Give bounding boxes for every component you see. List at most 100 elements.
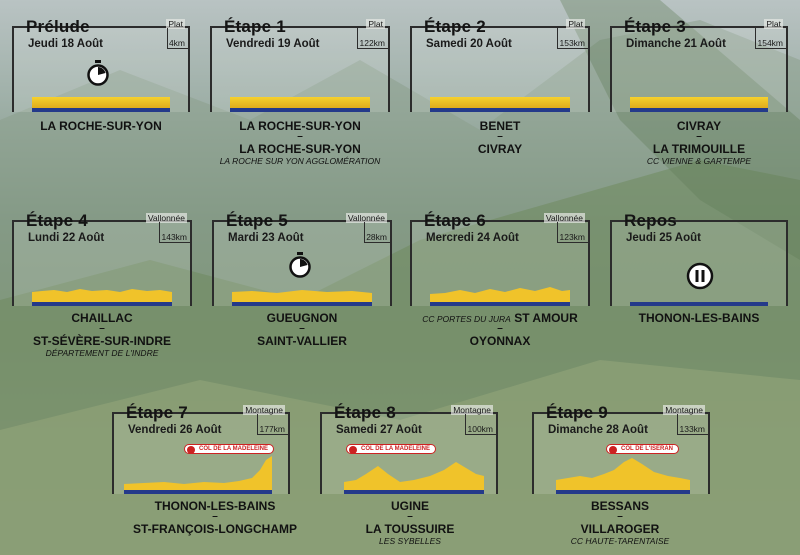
stage-card-repos: Repos Jeudi 25 Août bbox=[610, 211, 788, 306]
stage-date: Vendredi 19 Août bbox=[226, 38, 320, 50]
stage-cities: CIVRAY – LA TRIMOUILLE CC VIENNE & GARTE… bbox=[610, 120, 788, 165]
city-finish: LA TRIMOUILLE bbox=[652, 141, 746, 156]
stage-cities: THONON-LES-BAINS – ST-FRANÇOIS-LONGCHAMP bbox=[100, 500, 330, 535]
stage-profile bbox=[124, 456, 272, 494]
city-start: LA ROCHE-SUR-YON bbox=[239, 119, 361, 133]
city-start: CC PORTES DU JURA ST AMOUR bbox=[400, 312, 600, 324]
stage-profile bbox=[32, 289, 172, 306]
city-start: CIVRAY bbox=[676, 119, 722, 133]
stage-card-6: Étape 6 Mercredi 24 Août Vallonnée 123km bbox=[410, 211, 590, 306]
stage-cities: LA ROCHE-SUR-YON bbox=[12, 120, 190, 132]
stage-card-3: Étape 3 Dimanche 21 Août Plat 154km bbox=[610, 17, 788, 112]
mountain-pass-label: COL DE L'ISERAN bbox=[606, 444, 679, 454]
stage-date: Samedi 27 Août bbox=[336, 424, 422, 436]
stage-cities: THONON-LES-BAINS bbox=[610, 312, 788, 324]
city-start: THONON-LES-BAINS bbox=[638, 311, 760, 325]
stopwatch-icon bbox=[289, 252, 311, 278]
stage-date: Jeudi 25 Août bbox=[626, 232, 701, 244]
stage-name: Étape 3 bbox=[624, 17, 686, 36]
stage-distance: 177km bbox=[257, 414, 288, 435]
city-subtitle: LES SYBELLES bbox=[379, 535, 441, 546]
stage-name: Étape 2 bbox=[424, 17, 486, 36]
stage-date: Mardi 23 Août bbox=[228, 232, 304, 244]
stage-card-2: Étape 2 Samedi 20 Août Plat 153km bbox=[410, 17, 590, 112]
stage-profile bbox=[630, 94, 768, 112]
stage-distance: 133km bbox=[677, 414, 708, 435]
stage-profile bbox=[430, 287, 570, 306]
stage-name: Prélude bbox=[26, 17, 90, 36]
stage-card-4: Étape 4 Lundi 22 Août Vallonnée 143km bbox=[12, 211, 192, 306]
city-finish: LA ROCHE-SUR-YON bbox=[239, 141, 361, 156]
stage-distance: 153km bbox=[557, 28, 588, 49]
stage-profile bbox=[344, 462, 484, 494]
stage-type: Montagne bbox=[243, 405, 285, 415]
stage-type: Montagne bbox=[451, 405, 493, 415]
city-start: THONON-LES-BAINS bbox=[154, 499, 276, 513]
stage-distance: 4km bbox=[166, 28, 189, 49]
stage-distance: 122km bbox=[357, 28, 388, 49]
city-subtitle: LA ROCHE SUR YON AGGLOMÉRATION bbox=[219, 155, 381, 166]
city-start: CHAILLAC bbox=[71, 311, 133, 325]
stage-cities: BESSANS – VILLAROGER CC HAUTE-TARENTAISE bbox=[520, 500, 720, 545]
stage-name: Étape 1 bbox=[224, 17, 286, 36]
stage-card-1: Étape 1 Vendredi 19 Août Plat 122km bbox=[210, 17, 390, 112]
stage-profile bbox=[232, 290, 372, 306]
stage-type: Plat bbox=[566, 19, 585, 29]
city-start: LA ROCHE-SUR-YON bbox=[40, 119, 162, 133]
stage-cities: CC PORTES DU JURA ST AMOUR – OYONNAX bbox=[400, 312, 600, 347]
city-start: UGINE bbox=[390, 499, 429, 513]
stage-type: Montagne bbox=[663, 405, 705, 415]
stage-card-9: Étape 9 Dimanche 28 Août Montagne 133km … bbox=[532, 403, 710, 494]
stage-date: Samedi 20 Août bbox=[426, 38, 512, 50]
stage-profile bbox=[230, 94, 370, 112]
stage-date: Lundi 22 Août bbox=[28, 232, 105, 244]
stage-cities: UGINE – LA TOUSSUIRE LES SYBELLES bbox=[305, 500, 515, 545]
stopwatch-icon bbox=[87, 60, 109, 86]
stage-name: Étape 7 bbox=[126, 403, 188, 422]
stage-profile bbox=[430, 94, 570, 112]
stage-distance: 123km bbox=[557, 222, 588, 243]
mountain-pass-label: COL DE LA MADELEINE bbox=[346, 444, 437, 454]
city-subtitle: CC HAUTE-TARENTAISE bbox=[570, 535, 670, 546]
stage-cities: BENET – CIVRAY bbox=[410, 120, 590, 155]
stage-card-8: Étape 8 Samedi 27 Août Montagne 100km CO… bbox=[320, 403, 498, 494]
stage-date: Jeudi 18 Août bbox=[28, 38, 103, 50]
stage-cities: GUEUGNON – SAINT-VALLIER bbox=[212, 312, 392, 347]
stage-type: Plat bbox=[166, 19, 185, 29]
stage-type: Vallonnée bbox=[145, 213, 187, 223]
city-start-name: ST AMOUR bbox=[514, 311, 578, 325]
stage-distance: 28km bbox=[364, 222, 390, 243]
city-finish: OYONNAX bbox=[469, 333, 531, 348]
stage-name: Étape 4 bbox=[26, 211, 88, 230]
city-finish: CIVRAY bbox=[477, 141, 523, 156]
stage-date: Vendredi 26 Août bbox=[128, 424, 222, 436]
city-finish: ST-FRANÇOIS-LONGCHAMP bbox=[133, 521, 297, 536]
stage-distance: 100km bbox=[465, 414, 496, 435]
stage-type: Vallonnée bbox=[345, 213, 387, 223]
stage-profile bbox=[32, 94, 170, 112]
city-subtitle: DÉPARTEMENT DE L'INDRE bbox=[45, 347, 159, 358]
stage-name: Étape 5 bbox=[226, 211, 288, 230]
stage-date: Dimanche 28 Août bbox=[548, 424, 648, 436]
city-finish: SAINT-VALLIER bbox=[257, 333, 347, 348]
pause-icon bbox=[686, 262, 714, 290]
stage-name: Étape 8 bbox=[334, 403, 396, 422]
city-finish: LA TOUSSUIRE bbox=[365, 521, 455, 536]
city-start: BESSANS bbox=[590, 499, 649, 513]
city-subtitle: CC PORTES DU JURA bbox=[422, 314, 511, 324]
stage-cities: CHAILLAC – ST-SÉVÈRE-SUR-INDRE DÉPARTEME… bbox=[2, 312, 202, 357]
stage-cities: LA ROCHE-SUR-YON – LA ROCHE-SUR-YON LA R… bbox=[200, 120, 400, 165]
city-subtitle: CC VIENNE & GARTEMPE bbox=[646, 155, 752, 166]
stage-name: Étape 9 bbox=[546, 403, 608, 422]
stage-name: Étape 6 bbox=[424, 211, 486, 230]
stage-type: Vallonnée bbox=[543, 213, 585, 223]
city-finish: ST-SÉVÈRE-SUR-INDRE bbox=[32, 333, 172, 348]
stage-distance: 143km bbox=[159, 222, 190, 243]
stage-card-prelude: Prélude Jeudi 18 Août Plat 4km bbox=[12, 17, 190, 112]
stage-card-7: Étape 7 Vendredi 26 Août Montagne 177km … bbox=[112, 403, 290, 494]
city-start: GUEUGNON bbox=[266, 311, 338, 325]
stage-type: Plat bbox=[366, 19, 385, 29]
city-start: BENET bbox=[479, 119, 521, 133]
stage-card-5: Étape 5 Mardi 23 Août Vallonnée 28km bbox=[212, 211, 392, 306]
stage-date: Mercredi 24 Août bbox=[426, 232, 519, 244]
